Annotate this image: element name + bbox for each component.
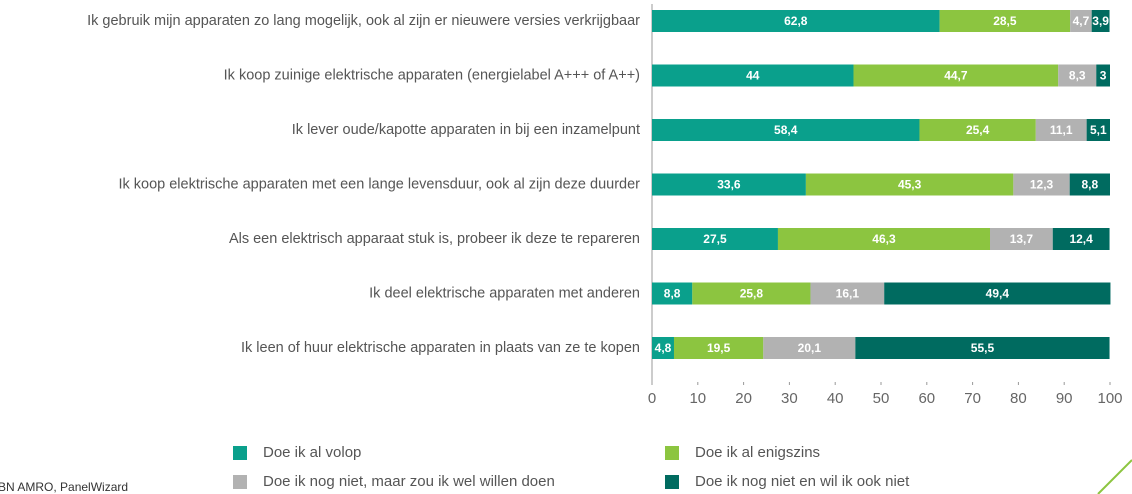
legend-label: Doe ik al volop: [263, 444, 361, 461]
value-label: 5,1: [1090, 123, 1107, 137]
x-tick-label: 50: [873, 390, 890, 407]
x-tick-label: 60: [918, 390, 935, 407]
value-label: 62,8: [784, 14, 808, 28]
bar-segment: [884, 282, 1111, 305]
x-tick-label: 40: [827, 390, 844, 407]
value-label: 25,8: [740, 287, 764, 301]
bar-segment: [939, 10, 1071, 32]
x-tick-label: 70: [964, 390, 981, 407]
x-tick-label: 30: [781, 390, 798, 407]
value-label: 20,1: [798, 341, 822, 355]
value-label: 58,4: [774, 123, 798, 137]
x-tick-label: 80: [1010, 390, 1027, 407]
bar-segment: [853, 64, 1059, 87]
value-label: 25,4: [966, 123, 990, 137]
value-label: 19,5: [707, 341, 731, 355]
value-label: 3: [1100, 69, 1107, 83]
bar-segment: [652, 10, 940, 32]
value-label: 11,1: [1050, 123, 1073, 137]
value-label: 4,8: [655, 341, 672, 355]
source: BN AMRO, PanelWizard: [0, 480, 128, 494]
bar-segment: [1086, 119, 1110, 141]
decoration: [1097, 459, 1132, 494]
bar-segment: [1035, 119, 1087, 141]
bar-segment: [990, 228, 1053, 250]
bar-segment: [673, 337, 764, 359]
legend-swatch: [233, 446, 247, 460]
category-label: Ik deel elektrische apparaten met andere…: [369, 285, 640, 301]
bar-segment: [919, 119, 1036, 141]
x-tick-label: 10: [689, 390, 706, 407]
value-label: 8,8: [664, 287, 681, 301]
value-label: 16,1: [836, 287, 860, 301]
category-label: Ik leen of huur elektrische apparaten in…: [241, 340, 640, 356]
legend-swatch: [665, 446, 679, 460]
value-label: 27,5: [703, 232, 727, 246]
legend-label: Doe ik nog niet en wil ik ook niet: [695, 473, 910, 490]
bar-segment: [1091, 10, 1110, 32]
category-label: Ik koop elektrische apparaten met een la…: [118, 176, 640, 192]
bar-segment: [763, 337, 856, 359]
x-tick-label: 100: [1097, 390, 1122, 407]
bar-segment: [1013, 173, 1070, 196]
value-label: 46,3: [872, 232, 896, 246]
legend-swatch: [665, 475, 679, 489]
value-label: 3,9: [1092, 14, 1109, 28]
bar-segment: [1096, 64, 1110, 87]
bar-segment: [652, 173, 806, 196]
bar-segment: [652, 282, 693, 305]
category-label: Ik gebruik mijn apparaten zo lang mogeli…: [87, 13, 640, 29]
value-label: 8,3: [1069, 69, 1086, 83]
bar-segment: [810, 282, 885, 305]
bar-segment: [652, 337, 674, 359]
bar-segment: [777, 228, 991, 250]
bar-segment: [1069, 173, 1110, 196]
bar-segment: [652, 228, 778, 250]
bar-segment: [652, 64, 854, 87]
category-label: Als een elektrisch apparaat stuk is, pro…: [229, 231, 640, 247]
value-label: 44,7: [944, 69, 968, 83]
bar-segment: [805, 173, 1014, 196]
bar-segment: [1058, 64, 1097, 87]
bar-segment: [1070, 10, 1092, 32]
value-label: 13,7: [1010, 232, 1034, 246]
value-label: 45,3: [898, 178, 922, 192]
value-label: 33,6: [717, 178, 741, 192]
x-tick-label: 90: [1056, 390, 1073, 407]
value-label: 12,3: [1030, 178, 1054, 192]
value-label: 49,4: [986, 287, 1010, 301]
value-label: 4,7: [1073, 14, 1090, 28]
value-label: 8,8: [1082, 178, 1099, 192]
legend-label: Doe ik al enigszins: [695, 444, 820, 461]
value-label: 28,5: [993, 14, 1017, 28]
legend-label: Doe ik nog niet, maar zou ik wel willen …: [263, 473, 555, 490]
category-label: Ik lever oude/kapotte apparaten in bij e…: [292, 122, 640, 138]
bar-segment: [692, 282, 811, 305]
value-label: 44: [746, 69, 760, 83]
category-label: Ik koop zuinige elektrische apparaten (e…: [224, 67, 640, 83]
value-label: 55,5: [971, 341, 995, 355]
bar-segment: [1052, 228, 1110, 250]
legend-swatch: [233, 475, 247, 489]
bar-segment: [855, 337, 1110, 359]
bar-segment: [652, 119, 920, 141]
x-tick-label: 0: [648, 390, 656, 407]
value-label: 12,4: [1069, 232, 1093, 246]
x-tick-label: 20: [735, 390, 752, 407]
